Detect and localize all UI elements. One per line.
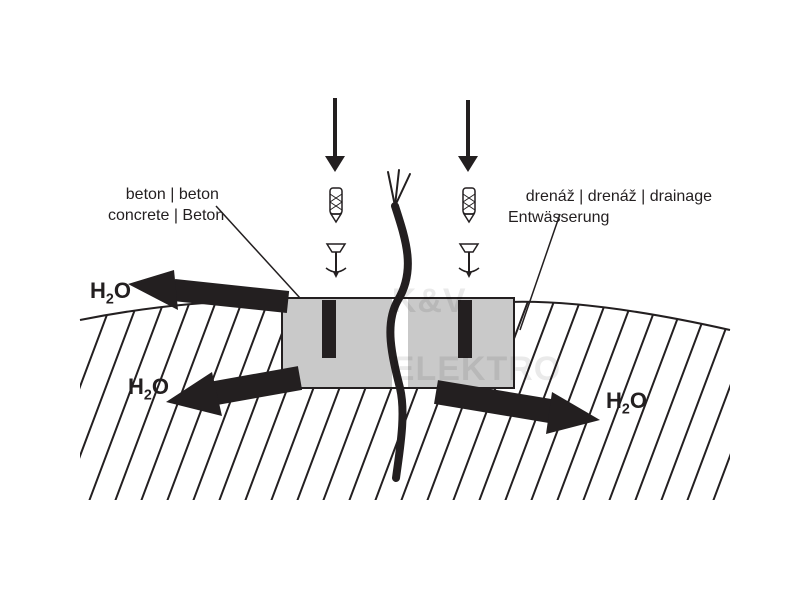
- label-h2o-1: H2O: [90, 278, 131, 307]
- watermark: K&V ELEKTRO: [350, 250, 561, 420]
- label-drainage: drenáž | drenáž | drainageEntwässerung: [508, 166, 712, 249]
- label-concrete: beton | betonconcrete | Beton: [108, 164, 224, 247]
- diagram-canvas: K&V ELEKTRO beton | betonconcrete | Beto…: [0, 0, 800, 600]
- label-h2o-2: H2O: [128, 374, 169, 403]
- label-h2o-3: H2O: [606, 388, 647, 417]
